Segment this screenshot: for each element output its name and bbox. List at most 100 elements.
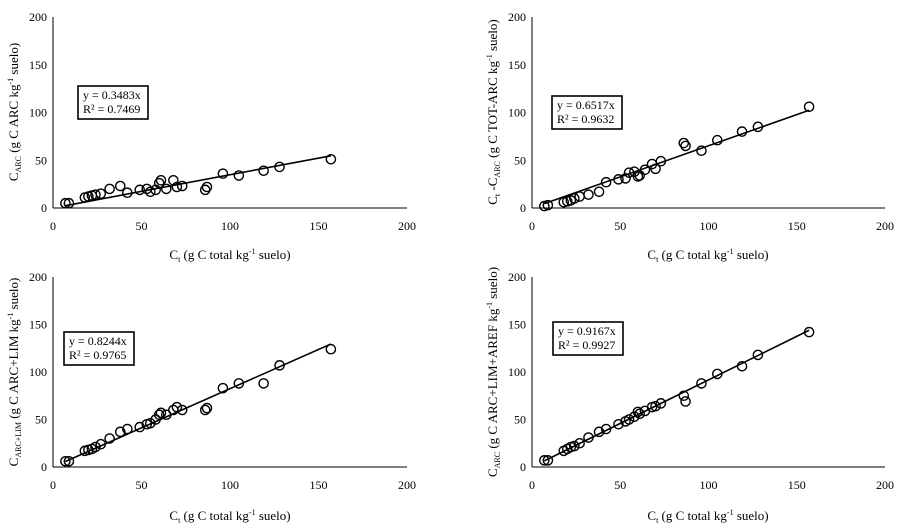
- data-point: [655, 155, 667, 167]
- data-point: [114, 180, 126, 192]
- equation-box: [63, 331, 135, 366]
- y-tick-label: 200: [29, 10, 47, 24]
- y-tick-label: 200: [508, 10, 526, 24]
- x-tick-label: 100: [221, 478, 239, 492]
- y-tick-label: 150: [508, 58, 526, 72]
- data-point: [153, 177, 165, 189]
- r-squared-label: R² = 0.9632: [557, 112, 614, 126]
- x-tick-label: 200: [876, 219, 894, 233]
- chart-panel-3: 0 50 100 150 200 0 50 100 150 200 Ct (g C total kg…: [6, 270, 416, 525]
- x-axis-title-text: (g C total kg: [658, 508, 727, 523]
- data-point: [274, 360, 285, 371]
- y-axis-title: CARC+LIM (g C ARC+LIM kg-1 suelo): [6, 278, 23, 467]
- y-axis-title-text: -C: [485, 178, 500, 194]
- data-point: [574, 437, 585, 449]
- x-axis-title: Ct (g C total kg-1 suelo): [169, 508, 290, 525]
- y-axis-title-main: C: [6, 173, 21, 182]
- y-axis-title-subscript: ARC+LIM: [14, 422, 23, 458]
- x-tick-label: 150: [788, 478, 806, 492]
- data-point: [171, 401, 183, 413]
- data-point: [153, 409, 165, 421]
- y-axis-title-subscript-2: ARC: [493, 161, 502, 177]
- data-point: [650, 400, 661, 412]
- data-point: [201, 181, 213, 193]
- data-point: [104, 183, 115, 195]
- y-axis-title-main: C: [485, 468, 500, 477]
- x-axis-title-main: C: [169, 247, 178, 262]
- x-axis-title-superscript: -1: [727, 508, 734, 517]
- data-point: [95, 438, 107, 450]
- x-tick-label: 0: [50, 478, 56, 492]
- y-axis-title: CARC (g C ARC kg-1 suelo): [6, 43, 23, 181]
- data-point: [199, 184, 211, 196]
- data-point: [155, 175, 167, 186]
- equation-box: [551, 95, 623, 130]
- data-point: [122, 187, 133, 199]
- y-axis-title-superscript: -1: [485, 54, 494, 61]
- r-squared-label: R² = 0.7469: [83, 102, 140, 116]
- data-point: [542, 199, 554, 211]
- data-point: [655, 398, 667, 409]
- data-point: [803, 101, 815, 113]
- data-point: [623, 167, 635, 178]
- y-axis-title-superscript: -1: [6, 78, 15, 85]
- x-axis-title-tail: suelo): [256, 247, 291, 262]
- y-tick-label: 0: [41, 460, 47, 474]
- x-axis-title: Ct (g C total kg-1 suelo): [647, 247, 768, 264]
- equation-box: [552, 321, 624, 356]
- y-tick-label: 50: [514, 413, 526, 427]
- data-point: [623, 414, 635, 425]
- data-point: [217, 382, 229, 394]
- data-point: [712, 368, 723, 380]
- y-axis-title-superscript: -1: [485, 302, 494, 309]
- data-point: [63, 455, 75, 467]
- y-tick-label: 0: [41, 201, 47, 215]
- y-axis-title-main: C: [6, 458, 21, 467]
- y-tick-label: 100: [508, 106, 526, 120]
- data-point: [736, 360, 748, 372]
- y-axis-title-text: (g C ARC kg: [6, 84, 21, 156]
- chart-panel-2: 0 50 100 150 200 0 50 100 150 200 Ct (g C total kg…: [485, 10, 894, 264]
- data-point: [145, 186, 156, 198]
- y-axis-title-text: (g C ARC+LIM kg: [6, 319, 21, 422]
- data-point: [60, 455, 71, 467]
- r-squared-label: R² = 0.9927: [558, 338, 615, 352]
- data-point: [634, 170, 645, 181]
- x-tick-label: 0: [50, 219, 56, 233]
- data-point: [593, 426, 605, 438]
- regression-equation: y = 0.8244x: [69, 334, 127, 348]
- regression-equation: y = 0.3483x: [83, 88, 141, 102]
- x-tick-label: 50: [614, 478, 626, 492]
- data-point: [134, 184, 146, 196]
- y-axis-title-tail: suelo): [6, 43, 21, 78]
- x-tick-label: 100: [221, 219, 239, 233]
- data-point: [634, 408, 645, 420]
- y-tick-label: 100: [29, 365, 47, 379]
- x-axis-title: Ct (g C total kg-1 suelo): [169, 247, 290, 264]
- y-tick-label: 200: [29, 270, 47, 284]
- data-point: [274, 161, 285, 173]
- y-tick-label: 100: [508, 365, 526, 379]
- y-axis-title-subscript: ARC: [14, 156, 23, 172]
- x-axis-title: Ct (g C total kg-1 suelo): [647, 508, 768, 525]
- trendline: [544, 109, 810, 205]
- data-point: [95, 188, 107, 199]
- data-point: [712, 134, 723, 146]
- data-point: [160, 183, 172, 195]
- data-point: [155, 407, 167, 419]
- x-axis-title-main: C: [169, 508, 178, 523]
- y-axis-title-text: (g C ARC+LIM+AREF kg: [485, 308, 500, 452]
- r-squared-label: R² = 0.9765: [69, 348, 126, 362]
- data-point: [90, 441, 101, 453]
- data-point: [613, 174, 624, 185]
- data-point: [736, 126, 748, 137]
- trendline: [65, 343, 332, 463]
- data-point: [171, 181, 183, 193]
- y-axis-title-main: C: [485, 196, 500, 205]
- data-point: [176, 180, 188, 192]
- trendline: [65, 154, 332, 207]
- y-tick-label: 0: [520, 201, 526, 215]
- y-axis-title-tail: suelo): [6, 278, 21, 313]
- data-point: [542, 455, 554, 466]
